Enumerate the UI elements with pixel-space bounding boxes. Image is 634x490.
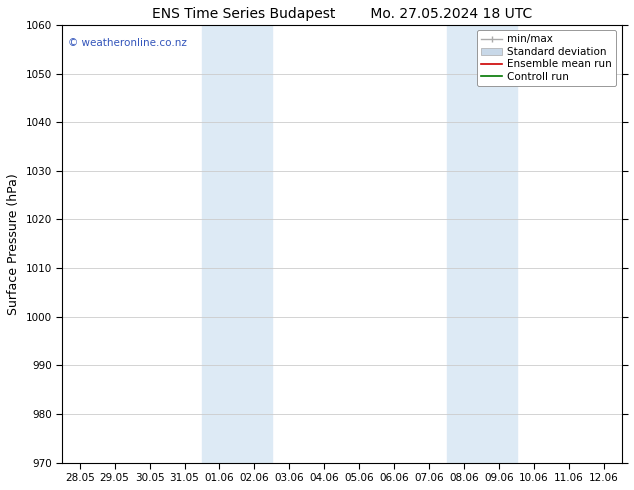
- Bar: [447, 25, 517, 463]
- Title: ENS Time Series Budapest        Mo. 27.05.2024 18 UTC: ENS Time Series Budapest Mo. 27.05.2024 …: [152, 7, 532, 21]
- Text: © weatheronline.co.nz: © weatheronline.co.nz: [68, 38, 186, 48]
- Y-axis label: Surface Pressure (hPa): Surface Pressure (hPa): [7, 173, 20, 315]
- Legend: min/max, Standard deviation, Ensemble mean run, Controll run: min/max, Standard deviation, Ensemble me…: [477, 30, 616, 86]
- Bar: [202, 25, 272, 463]
